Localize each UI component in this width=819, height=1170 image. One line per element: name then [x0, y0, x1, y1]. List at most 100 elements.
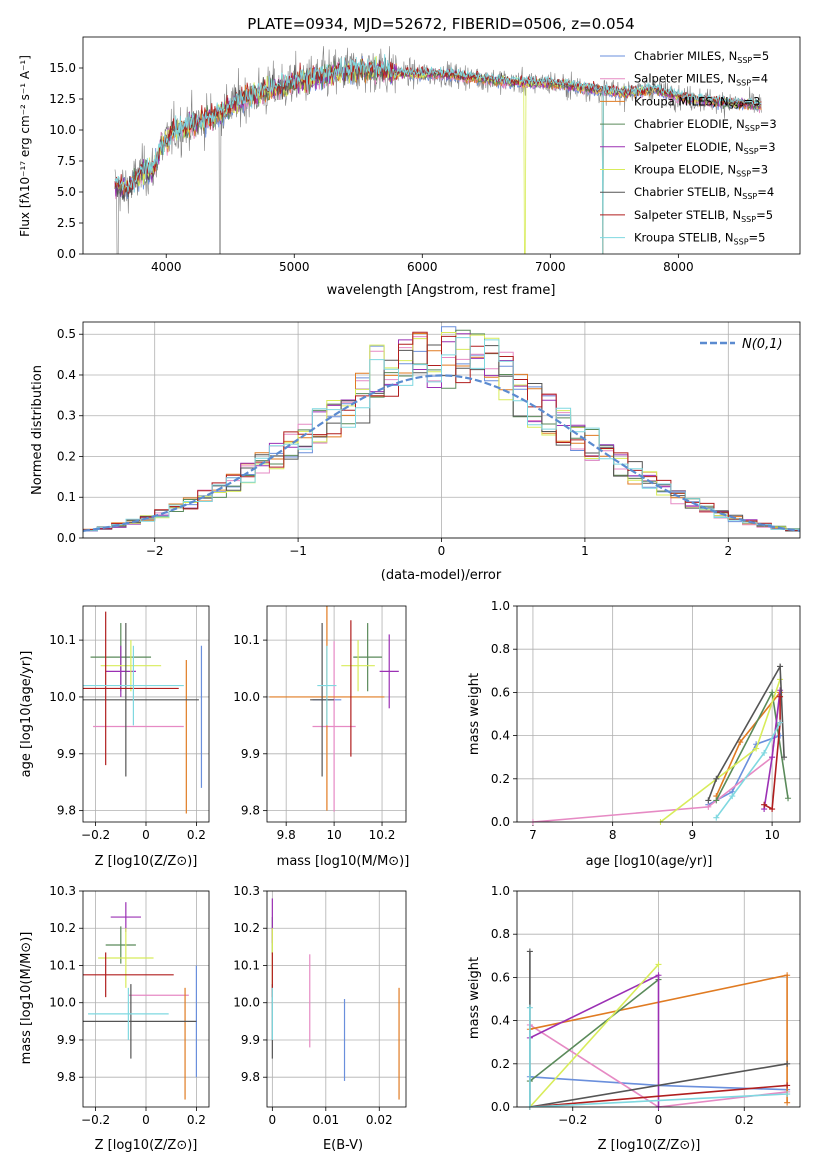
- weight-marker: [777, 693, 784, 700]
- residuals-xlabel: (data-model)/error: [381, 568, 502, 583]
- mass_vs_ebv-frame: [266, 890, 407, 1108]
- x-tick-label: −1: [289, 544, 307, 558]
- spectrum-axes: 4000 5000 6000 7000 8000 0.0 2.5 5.0 7.5 10.0 12.5…: [49, 61, 693, 274]
- x-tick-label: −0.2: [81, 828, 110, 842]
- error-point: [341, 640, 375, 692]
- y-tick-label: 0.2: [491, 1057, 510, 1071]
- weight-marker: [526, 1004, 533, 1011]
- x-tick-label: 8: [609, 828, 617, 842]
- x-tick-label: 0.2: [735, 1113, 754, 1127]
- y-tick-label: 0.1: [57, 490, 76, 504]
- legend-label: Salpeter MILES, NSSP=4: [634, 72, 768, 88]
- spectrum-ylabel: Flux [fλ10⁻¹⁷ erg cm⁻² s⁻¹ A⁻¹]: [18, 55, 32, 237]
- error-point: [105, 926, 136, 964]
- weight-marker: [655, 961, 662, 968]
- weight-marker: [769, 754, 776, 761]
- weight-marker: [761, 801, 768, 808]
- y-tick-label: 2.5: [57, 216, 76, 230]
- y-tick-label: 10.1: [233, 958, 260, 972]
- y-tick-label: 10.2: [233, 921, 260, 935]
- y-tick-label: 12.5: [49, 92, 76, 106]
- error-point: [83, 952, 174, 998]
- x-tick-label: 10.2: [369, 828, 396, 842]
- residuals-ylabel: Normed distribution: [30, 365, 45, 495]
- y-tick-label: 9.8: [241, 1070, 260, 1084]
- y-tick-label: 15.0: [49, 61, 76, 75]
- age-mass-xlabel: mass [log10(M/M⊙)]: [277, 854, 410, 869]
- weight-line: [529, 963, 660, 1107]
- gaussian-legend-label: N(0,1): [742, 337, 783, 352]
- y-tick-label: 10.3: [49, 884, 76, 898]
- y-tick-label: 0.2: [491, 772, 510, 786]
- weight-age-ylabel: mass weight: [467, 673, 482, 755]
- x-tick-label: 10: [326, 828, 341, 842]
- error-point: [100, 640, 162, 692]
- y-tick-label: 5.0: [57, 185, 76, 199]
- spectrum-frame: [82, 36, 801, 255]
- weight-line: [763, 696, 781, 811]
- weight-line: [529, 1007, 788, 1107]
- y-tick-label: 10.3: [233, 884, 260, 898]
- weight-marker: [777, 687, 784, 694]
- weight-marker: [777, 663, 784, 670]
- error-point: [83, 645, 184, 726]
- y-tick-label: 9.8: [241, 804, 260, 818]
- y-tick-label: 10.1: [233, 633, 260, 647]
- y-tick-label: 0.2: [57, 449, 76, 463]
- weight-marker: [705, 803, 712, 810]
- weight-marker: [753, 745, 760, 752]
- x-tick-label: 2: [724, 544, 732, 558]
- weight-marker: [785, 795, 792, 802]
- spectrum-legend: Chabrier MILES, NSSP=5 Salpeter MILES, NS…: [600, 49, 777, 247]
- error-point: [83, 984, 197, 1059]
- weight-marker: [784, 972, 791, 979]
- weight-marker: [777, 719, 784, 726]
- y-tick-label: 10.1: [49, 958, 76, 972]
- x-tick-label: −0.2: [81, 1113, 110, 1127]
- age_vs_mass-axes: 9.8 10 10.2 9.8 9.9 10.0 10.1: [233, 606, 406, 842]
- x-tick-label: −0.2: [558, 1113, 587, 1127]
- x-tick-label: 9.8: [277, 828, 296, 842]
- error-point: [83, 623, 199, 777]
- x-tick-label: 10: [764, 828, 779, 842]
- legend-label: Kroupa STELIB, NSSP=5: [634, 231, 765, 247]
- x-tick-label: 5000: [279, 260, 310, 274]
- y-tick-label: 10.0: [49, 996, 76, 1010]
- x-tick-label: 0: [269, 1113, 277, 1127]
- weight-marker: [713, 797, 720, 804]
- y-tick-label: 0.6: [491, 970, 510, 984]
- error-point: [312, 641, 356, 812]
- weight-line: [529, 1084, 788, 1107]
- weight-marker: [784, 1091, 791, 1098]
- x-tick-label: 0.02: [366, 1113, 393, 1127]
- y-tick-label: 1.0: [491, 884, 510, 898]
- mass-z-ylabel: mass [log10(M/M⊙)]: [19, 932, 34, 1065]
- error-point: [310, 623, 335, 777]
- y-tick-label: 0.6: [491, 685, 510, 699]
- weight-marker: [705, 797, 712, 804]
- x-tick-label: 0: [142, 828, 150, 842]
- weight-marker: [713, 775, 720, 782]
- y-tick-label: 10.2: [49, 921, 76, 935]
- x-tick-label: 0: [142, 1113, 150, 1127]
- age-z-xlabel: Z [log10(Z/Z⊙)]: [95, 854, 198, 869]
- weight-marker: [769, 806, 776, 813]
- weight-line: [660, 679, 781, 822]
- x-tick-label: 1: [581, 544, 589, 558]
- weight_vs_age-frame: [516, 605, 801, 823]
- weight-marker: [784, 1060, 791, 1067]
- y-tick-label: 1.0: [491, 599, 510, 613]
- y-tick-label: 10.0: [49, 123, 76, 137]
- gaussian-curve: [82, 374, 801, 532]
- x-tick-label: 9: [689, 828, 697, 842]
- error-point: [98, 928, 154, 988]
- weight-marker: [761, 749, 768, 756]
- y-tick-label: 7.5: [57, 154, 76, 168]
- y-tick-label: 0.5: [57, 327, 76, 341]
- x-tick-label: 0: [438, 544, 446, 558]
- y-tick-label: 10.1: [49, 633, 76, 647]
- weight-marker: [737, 739, 744, 746]
- error-point: [88, 987, 169, 1040]
- y-tick-label: 0.0: [491, 815, 510, 829]
- weight-marker: [781, 754, 788, 761]
